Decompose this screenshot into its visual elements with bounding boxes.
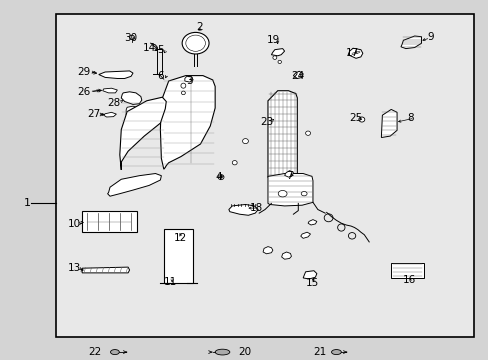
Polygon shape	[102, 88, 117, 93]
Polygon shape	[303, 271, 316, 279]
Ellipse shape	[110, 350, 119, 355]
Polygon shape	[281, 252, 291, 259]
Polygon shape	[347, 48, 362, 58]
Polygon shape	[271, 49, 284, 56]
Text: 21: 21	[313, 347, 326, 357]
Ellipse shape	[181, 83, 185, 88]
Ellipse shape	[218, 175, 224, 180]
Polygon shape	[126, 106, 142, 118]
Text: 15: 15	[305, 278, 318, 288]
Polygon shape	[103, 112, 116, 117]
Ellipse shape	[278, 190, 286, 197]
Text: 20: 20	[238, 347, 250, 357]
Text: 11: 11	[163, 276, 177, 287]
Ellipse shape	[215, 349, 229, 355]
Bar	[56, 14, 473, 337]
Polygon shape	[400, 36, 421, 49]
Text: 9: 9	[426, 32, 433, 42]
Text: 29: 29	[77, 67, 91, 77]
Text: 28: 28	[106, 98, 120, 108]
Text: 10: 10	[68, 219, 81, 229]
Polygon shape	[300, 232, 310, 238]
Polygon shape	[120, 97, 166, 170]
Polygon shape	[381, 109, 396, 138]
Ellipse shape	[232, 161, 237, 165]
Text: 23: 23	[259, 117, 273, 127]
Polygon shape	[263, 247, 272, 254]
Text: 7: 7	[285, 171, 292, 181]
Text: 26: 26	[77, 87, 91, 97]
Text: 25: 25	[348, 113, 362, 123]
Text: 12: 12	[173, 233, 186, 243]
Ellipse shape	[331, 350, 341, 355]
Text: 16: 16	[402, 275, 416, 285]
Text: 3: 3	[186, 76, 193, 86]
Text: 1: 1	[23, 198, 30, 208]
Polygon shape	[293, 71, 303, 78]
Text: 4: 4	[215, 172, 222, 182]
Ellipse shape	[181, 91, 185, 95]
Polygon shape	[228, 204, 258, 215]
Polygon shape	[160, 76, 215, 169]
Text: 2: 2	[196, 22, 203, 32]
Text: 6: 6	[157, 71, 163, 81]
Text: 18: 18	[249, 203, 263, 213]
Text: 14: 14	[142, 42, 156, 53]
Ellipse shape	[129, 35, 134, 40]
Text: 13: 13	[67, 263, 81, 273]
Text: 8: 8	[407, 113, 413, 123]
Polygon shape	[267, 174, 312, 206]
Ellipse shape	[305, 131, 310, 135]
Polygon shape	[99, 71, 133, 78]
Ellipse shape	[358, 117, 364, 122]
Polygon shape	[184, 76, 193, 82]
Bar	[163, 229, 193, 283]
Text: 24: 24	[291, 71, 305, 81]
Bar	[390, 263, 424, 278]
Text: 30: 30	[124, 33, 137, 43]
Ellipse shape	[182, 32, 209, 54]
Polygon shape	[121, 92, 142, 104]
Ellipse shape	[301, 192, 306, 196]
Polygon shape	[284, 171, 293, 177]
Text: 5: 5	[157, 45, 163, 55]
Polygon shape	[82, 267, 129, 273]
Ellipse shape	[277, 60, 281, 63]
Text: 19: 19	[266, 35, 280, 45]
Text: 27: 27	[87, 109, 101, 120]
Ellipse shape	[272, 56, 276, 59]
Polygon shape	[267, 91, 297, 179]
Polygon shape	[307, 220, 316, 225]
Text: 22: 22	[88, 347, 102, 357]
Polygon shape	[107, 174, 161, 196]
Ellipse shape	[242, 139, 248, 144]
Text: 17: 17	[345, 48, 358, 58]
Ellipse shape	[219, 176, 222, 178]
Bar	[82, 211, 137, 232]
